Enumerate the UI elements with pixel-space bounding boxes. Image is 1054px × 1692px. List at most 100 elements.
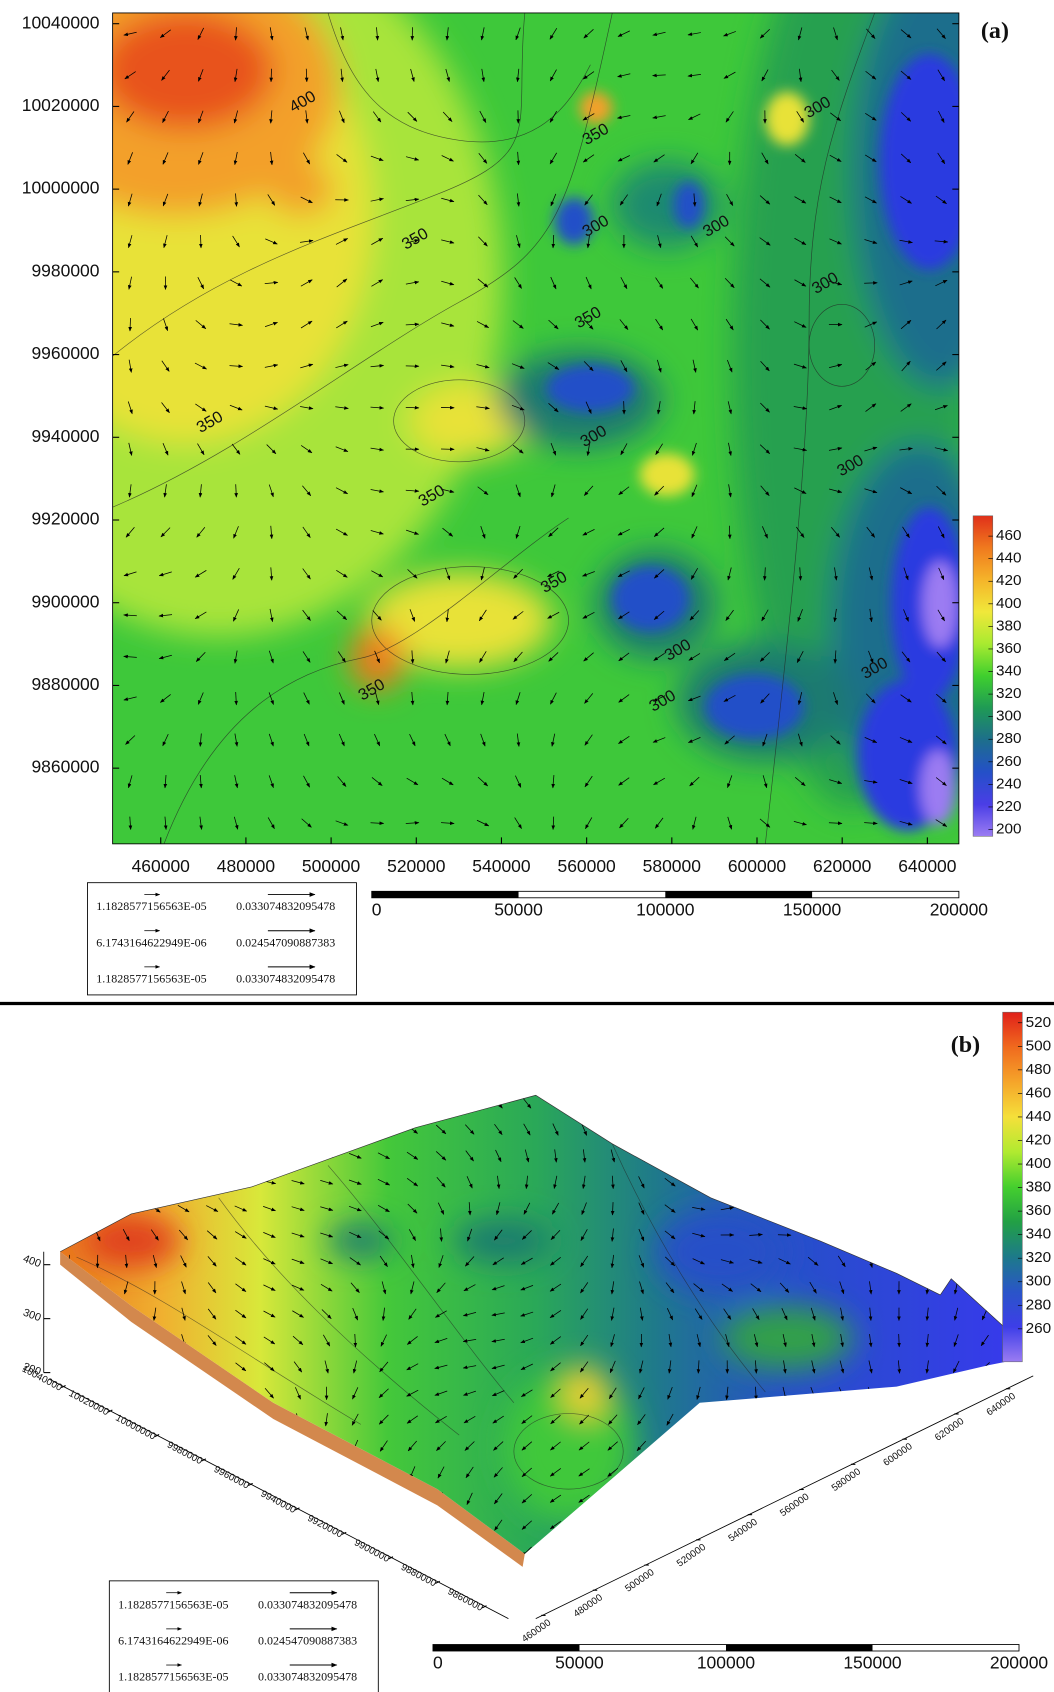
vector-arrow — [263, 1258, 276, 1265]
legend-text: 6.1743164622949E-06 — [118, 1634, 229, 1648]
vector-arrow — [441, 197, 455, 203]
colorbar-label: 320 — [996, 685, 1022, 702]
vector-arrow — [407, 1440, 417, 1452]
y-tick-label: 10040000 — [22, 12, 100, 32]
vector-arrow — [514, 277, 522, 289]
vector-arrow — [951, 1097, 961, 1109]
vector-arrow — [303, 733, 310, 747]
vector-arrow — [728, 484, 732, 498]
vector-arrow — [639, 1545, 644, 1554]
vector-arrow — [235, 1362, 247, 1372]
vector-arrow — [266, 1466, 273, 1479]
colorbar-label: 500 — [1026, 1037, 1052, 1054]
vector-arrow — [829, 238, 842, 245]
vector-arrow — [377, 1205, 390, 1213]
vector-arrow — [864, 154, 877, 163]
vector-arrow — [752, 1308, 760, 1321]
vector-arrow — [548, 652, 559, 662]
vector-legend — [108, 1580, 379, 1692]
vector-arrow — [441, 155, 454, 162]
vector-arrow — [179, 1519, 188, 1531]
vector-arrow — [348, 1153, 362, 1159]
vector-arrow — [375, 68, 380, 83]
vector-arrow — [372, 610, 382, 621]
vector-arrow — [798, 567, 803, 581]
vector-arrow — [335, 487, 349, 495]
vector-arrow — [794, 279, 807, 287]
vector-arrow — [161, 69, 170, 81]
vector-arrow — [523, 1202, 531, 1215]
vector-arrow — [95, 1492, 100, 1506]
vector-arrow — [619, 194, 628, 206]
vector-arrow — [194, 362, 207, 370]
vector-arrow — [198, 484, 203, 498]
vector-arrow — [936, 693, 947, 703]
vector-arrow — [464, 1124, 475, 1135]
vector-arrow — [91, 1178, 104, 1187]
vector-arrow — [638, 1387, 645, 1400]
vector-arrow — [177, 1099, 190, 1107]
vector-arrow — [979, 1520, 990, 1530]
vector-arrow — [207, 1335, 217, 1346]
vector-arrow — [692, 1232, 706, 1238]
vector-arrow — [550, 442, 557, 456]
vector-arrow — [586, 442, 591, 457]
legend-text: 1.1828577156563E-05 — [96, 899, 207, 913]
vector-arrow — [377, 1152, 391, 1160]
vector-arrow — [370, 155, 384, 161]
vector-arrow — [550, 1546, 561, 1554]
vector-arrow — [300, 196, 313, 204]
vector-arrow — [229, 364, 244, 369]
vector-arrow — [549, 1520, 562, 1530]
vector-arrow — [194, 570, 207, 578]
vector-arrow — [657, 359, 662, 373]
vector-arrow — [610, 1334, 615, 1348]
vector-arrow — [520, 1311, 534, 1317]
colorbar-label: 340 — [996, 663, 1022, 680]
vector-arrow — [692, 1180, 706, 1185]
vector-arrow — [320, 1283, 333, 1292]
vector-arrow — [207, 1388, 217, 1399]
vector-arrow — [374, 733, 381, 747]
vector-arrow — [901, 360, 911, 372]
vector-arrow — [864, 821, 878, 826]
vector-arrow — [481, 68, 486, 83]
vector-arrow — [180, 1360, 187, 1374]
vector-arrow — [521, 1441, 533, 1451]
vector-arrow — [435, 1310, 447, 1318]
vector-arrow — [467, 1545, 472, 1554]
vector-arrow — [406, 529, 419, 535]
panel-label: (b) — [951, 1032, 980, 1058]
vector-arrow — [637, 1492, 646, 1505]
vector-arrow — [934, 447, 949, 452]
vector-arrow — [950, 1468, 962, 1477]
vector-arrow — [656, 401, 661, 415]
vector-arrow — [759, 195, 771, 205]
vector-arrow — [291, 1206, 305, 1212]
vector-arrow — [151, 1439, 158, 1453]
vector-arrow — [653, 154, 665, 163]
vector-arrow — [207, 1519, 217, 1531]
vector-arrow — [406, 1336, 418, 1345]
scale-bar-label: 200000 — [930, 899, 988, 919]
vector-arrow — [522, 1097, 532, 1109]
y-tick — [248, 1482, 253, 1487]
y-tick-label: 9920000 — [31, 509, 99, 529]
vector-arrow — [687, 737, 701, 743]
vector-arrow — [810, 1307, 816, 1321]
vector-arrow — [266, 1439, 273, 1453]
vector-arrow — [335, 238, 349, 245]
vector-arrow — [520, 1285, 534, 1291]
vector-arrow — [749, 1259, 763, 1264]
vector-arrow — [618, 694, 630, 703]
vector-arrow — [550, 1229, 561, 1241]
vector-arrow — [180, 1255, 187, 1268]
vector-arrow — [263, 1284, 276, 1291]
vector-arrow — [437, 1466, 445, 1479]
vector-arrow — [381, 1307, 386, 1321]
vector-arrow — [128, 318, 132, 332]
vector-arrow — [954, 1149, 959, 1163]
vector-arrow — [806, 1549, 820, 1554]
vector-arrow — [925, 1175, 931, 1189]
